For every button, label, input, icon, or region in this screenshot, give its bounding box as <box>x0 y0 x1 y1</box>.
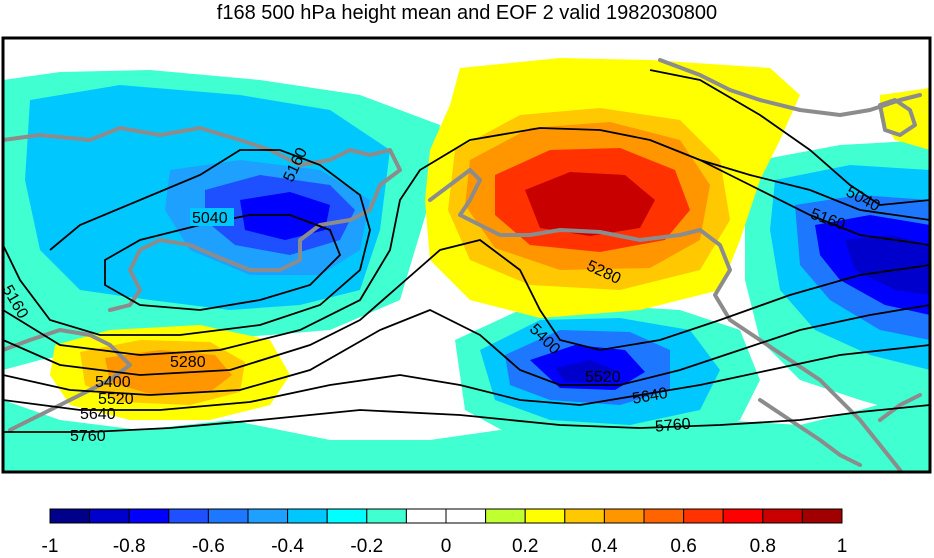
contour-5280-west <box>3 127 930 356</box>
eof-fill-field <box>3 38 930 472</box>
contour-label: 5640 <box>80 406 116 423</box>
colorbar-tick-label: -0.8 <box>112 536 146 557</box>
colorbar-tick-label: 0.4 <box>591 536 618 557</box>
colorbar-swatch <box>89 508 130 524</box>
contour-label: 5760 <box>654 416 691 436</box>
colorbar-swatch <box>524 508 566 524</box>
map-title: f168 500 hPa height mean and EOF 2 valid… <box>216 2 718 24</box>
colorbar-swatch <box>603 508 645 524</box>
fill-positive-north-max <box>525 172 655 236</box>
coast-east-lower <box>758 398 862 467</box>
coast-west <box>3 126 402 312</box>
colorbar-tick-label: -0.6 <box>192 536 225 557</box>
colorbar-tick-label: -0.2 <box>350 536 384 557</box>
fill-negative-east-max <box>845 235 930 295</box>
colorbar-tick-label: 0.6 <box>670 536 697 557</box>
colorbar-swatch <box>128 508 170 524</box>
fill-negative-south <box>3 390 930 472</box>
colorbar-swatch <box>247 508 289 524</box>
contour-5160-west <box>3 149 371 336</box>
contour-5160-east <box>699 159 930 246</box>
contour-label: 5040 <box>192 210 228 227</box>
contour-label: 5520 <box>585 369 621 386</box>
fill-negative-west-center <box>240 192 330 240</box>
coast-west-south <box>3 328 132 432</box>
colorbar-swatch <box>683 508 724 524</box>
colorbar-swatch <box>762 508 803 524</box>
colorbar-swatch <box>326 508 368 524</box>
colorbar-tick-label: 0.8 <box>749 536 777 557</box>
contour-label: 5760 <box>70 428 106 445</box>
contour-5040-west <box>104 214 342 311</box>
colorbar-swatch <box>366 508 407 524</box>
colorbar-swatch <box>445 508 487 524</box>
colorbar-swatch <box>801 508 843 524</box>
contour-5520 <box>3 304 930 396</box>
colorbar-swatch <box>168 508 209 524</box>
coast-east-shore <box>878 393 922 422</box>
height-contours <box>3 69 930 433</box>
coast-center <box>428 168 902 472</box>
contour-label: 5280 <box>170 354 206 371</box>
contour-label: 5640 <box>631 385 669 408</box>
colorbar <box>49 508 843 524</box>
colorbar-swatch <box>287 508 328 524</box>
colorbar-swatch <box>564 508 605 524</box>
colorbar-tick-label: 1 <box>836 536 848 557</box>
colorbar-swatch <box>643 508 685 524</box>
colorbar-tick-label: -1 <box>41 536 59 557</box>
colorbar-swatch <box>405 508 447 524</box>
coast-east-island <box>878 98 917 137</box>
contour-5400 <box>3 239 930 376</box>
contour-5040-east <box>649 69 930 206</box>
colorbar-swatch <box>49 508 91 524</box>
colorbar-tick-label: 0 <box>440 536 452 557</box>
contour-5760 <box>3 404 930 433</box>
contour-label: 5520 <box>98 391 134 408</box>
colorbar-swatch <box>485 508 526 524</box>
colorbar-tick-label: 0.2 <box>511 536 539 557</box>
colorbar-swatch <box>207 508 249 524</box>
colorbar-tick-label: -0.4 <box>271 536 304 557</box>
colorbar-swatch <box>722 508 764 524</box>
coastlines <box>3 58 922 472</box>
map-frame <box>1 36 932 474</box>
fill-positive-southwest-core <box>105 350 232 394</box>
contour-5640 <box>3 344 930 411</box>
fill-negative-center-max <box>555 360 615 382</box>
contour-label: 5400 <box>95 374 131 391</box>
